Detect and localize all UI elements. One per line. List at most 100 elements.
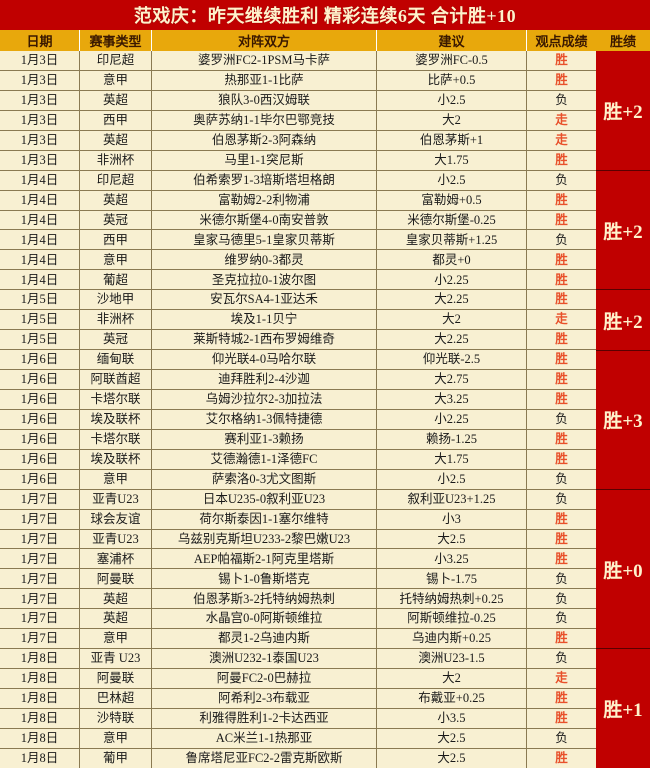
cell-league: 卡塔尔联 bbox=[80, 389, 152, 409]
cell-match: AC米兰1-1热那亚 bbox=[152, 728, 377, 748]
cell-match: 利雅得胜利1-2卡达西亚 bbox=[152, 708, 377, 728]
cell-result: 胜 bbox=[527, 389, 596, 409]
cell-advice: 婆罗洲FC-0.5 bbox=[377, 51, 527, 70]
cell-date: 1月3日 bbox=[0, 130, 80, 150]
cell-league: 英超 bbox=[80, 90, 152, 110]
cell-date: 1月7日 bbox=[0, 529, 80, 549]
cell-result: 胜 bbox=[527, 150, 596, 170]
cell-result: 负 bbox=[527, 230, 596, 250]
cell-league: 塞浦杯 bbox=[80, 549, 152, 569]
cell-match: 伯恩茅斯3-2托特纳姆热刺 bbox=[152, 589, 377, 609]
cell-date: 1月3日 bbox=[0, 70, 80, 90]
cell-advice: 仰光联-2.5 bbox=[377, 350, 527, 369]
cell-league: 亚青U23 bbox=[80, 489, 152, 509]
cell-advice: 大3.25 bbox=[377, 389, 527, 409]
cell-date: 1月6日 bbox=[0, 429, 80, 449]
table-body: 1月3日 印尼超 婆罗洲FC2-1PSM马卡萨 婆罗洲FC-0.5 胜 1月3日 意甲 热那亚… bbox=[0, 51, 596, 768]
cell-result: 胜 bbox=[527, 290, 596, 310]
cell-match: 澳洲U232-1泰国U23 bbox=[152, 649, 377, 669]
cell-league: 亚青U23 bbox=[80, 529, 152, 549]
cell-result: 走 bbox=[527, 310, 596, 330]
table-row: 1月8日 阿曼联 阿曼FC2-0巴赫拉 大2 走 bbox=[0, 669, 596, 689]
cell-result: 胜 bbox=[527, 190, 596, 210]
cell-advice: 小3 bbox=[377, 509, 527, 529]
cell-match: 米德尔斯堡4-0南安普敦 bbox=[152, 210, 377, 230]
cell-date: 1月8日 bbox=[0, 708, 80, 728]
cell-league: 非洲杯 bbox=[80, 150, 152, 170]
cell-advice: 大2.25 bbox=[377, 290, 527, 310]
table-row: 1月8日 意甲 AC米兰1-1热那亚 大2.5 负 bbox=[0, 728, 596, 749]
cell-advice: 小3.25 bbox=[377, 549, 527, 569]
cell-result: 负 bbox=[527, 609, 596, 629]
cell-result: 胜 bbox=[527, 70, 596, 90]
cell-result: 负 bbox=[527, 170, 596, 190]
table-row: 1月3日 印尼超 婆罗洲FC2-1PSM马卡萨 婆罗洲FC-0.5 胜 bbox=[0, 51, 596, 71]
table-row: 1月4日 英超 富勒姆2-2利物浦 富勒姆+0.5 胜 bbox=[0, 190, 596, 211]
cell-result: 负 bbox=[527, 489, 596, 509]
cell-advice: 小2.25 bbox=[377, 270, 527, 290]
cell-league: 英冠 bbox=[80, 330, 152, 350]
cell-league: 巴林超 bbox=[80, 689, 152, 708]
cell-result: 负 bbox=[527, 728, 596, 748]
cell-advice: 大2.25 bbox=[377, 330, 527, 350]
cell-league: 葡超 bbox=[80, 270, 152, 290]
cell-league: 西甲 bbox=[80, 110, 152, 130]
column-header-result: 观点成绩 bbox=[527, 30, 596, 51]
cell-league: 印尼超 bbox=[80, 170, 152, 190]
cell-date: 1月7日 bbox=[0, 629, 80, 649]
cell-match: 奥萨苏纳1-1毕尔巴鄂竞技 bbox=[152, 110, 377, 130]
cell-league: 球会友谊 bbox=[80, 509, 152, 529]
cell-date: 1月5日 bbox=[0, 330, 80, 350]
cell-result: 胜 bbox=[527, 350, 596, 369]
cell-match: 热那亚1-1比萨 bbox=[152, 70, 377, 90]
cell-league: 埃及联杯 bbox=[80, 409, 152, 429]
cell-date: 1月6日 bbox=[0, 409, 80, 429]
cell-date: 1月7日 bbox=[0, 509, 80, 529]
cell-date: 1月6日 bbox=[0, 449, 80, 469]
cell-date: 1月6日 bbox=[0, 370, 80, 389]
cell-league: 英冠 bbox=[80, 210, 152, 230]
table-row: 1月7日 英超 伯恩茅斯3-2托特纳姆热刺 托特纳姆热刺+0.25 负 bbox=[0, 589, 596, 610]
cell-result: 胜 bbox=[527, 748, 596, 768]
cell-match: 阿希利2-3布载亚 bbox=[152, 689, 377, 708]
table-row: 1月5日 沙地甲 安瓦尔SA4-1亚达禾 大2.25 胜 bbox=[0, 290, 596, 311]
cell-league: 卡塔尔联 bbox=[80, 429, 152, 449]
cell-advice: 皇家贝蒂斯+1.25 bbox=[377, 230, 527, 250]
cell-date: 1月4日 bbox=[0, 170, 80, 190]
cell-match: 萨索洛0-3尤文图斯 bbox=[152, 469, 377, 489]
cell-league: 西甲 bbox=[80, 230, 152, 250]
table-row: 1月7日 亚青U23 日本U235-0叙利亚U23 叙利亚U23+1.25 负 bbox=[0, 489, 596, 510]
cell-result: 胜 bbox=[527, 250, 596, 270]
cell-match: 乌兹别克斯坦U233-2黎巴嫩U23 bbox=[152, 529, 377, 549]
cell-advice: 大2.5 bbox=[377, 728, 527, 748]
table-row: 1月6日 阿联酋超 迪拜胜利2-4沙迦 大2.75 胜 bbox=[0, 370, 596, 390]
column-header-streak: 胜绩 bbox=[596, 30, 650, 51]
table-row: 1月8日 沙特联 利雅得胜利1-2卡达西亚 小3.5 胜 bbox=[0, 708, 596, 729]
cell-date: 1月8日 bbox=[0, 669, 80, 688]
cell-match: 马里1-1突尼斯 bbox=[152, 150, 377, 170]
cell-league: 沙地甲 bbox=[80, 290, 152, 310]
cell-result: 胜 bbox=[527, 689, 596, 708]
table-row: 1月4日 意甲 维罗纳0-3都灵 都灵+0 胜 bbox=[0, 250, 596, 271]
cell-advice: 小2.5 bbox=[377, 90, 527, 110]
cell-match: 莱斯特城2-1西布罗姆维奇 bbox=[152, 330, 377, 350]
cell-date: 1月6日 bbox=[0, 350, 80, 369]
table-row: 1月3日 西甲 奥萨苏纳1-1毕尔巴鄂竞技 大2 走 bbox=[0, 110, 596, 131]
table-row: 1月3日 意甲 热那亚1-1比萨 比萨+0.5 胜 bbox=[0, 70, 596, 91]
streak-block-list: 胜+2 胜+2 胜+2 胜+3 胜+0 胜+1 bbox=[596, 51, 650, 768]
cell-advice: 大2.5 bbox=[377, 748, 527, 768]
table-row: 1月3日 英超 伯恩茅斯2-3阿森纳 伯恩茅斯+1 走 bbox=[0, 130, 596, 151]
cell-league: 阿曼联 bbox=[80, 569, 152, 589]
cell-advice: 阿斯顿维拉-0.25 bbox=[377, 609, 527, 629]
cell-advice: 托特纳姆热刺+0.25 bbox=[377, 589, 527, 609]
cell-match: 艾尔格纳1-3佩特捷德 bbox=[152, 409, 377, 429]
table-row: 1月4日 西甲 皇家马德里5-1皇家贝蒂斯 皇家贝蒂斯+1.25 负 bbox=[0, 230, 596, 251]
cell-advice: 布戴亚+0.25 bbox=[377, 689, 527, 708]
table-row: 1月4日 英冠 米德尔斯堡4-0南安普敦 米德尔斯堡-0.25 胜 bbox=[0, 210, 596, 231]
table-row: 1月7日 阿曼联 锡卜1-0鲁斯塔克 锡卜-1.75 负 bbox=[0, 569, 596, 590]
cell-league: 葡甲 bbox=[80, 748, 152, 768]
table-row: 1月6日 意甲 萨索洛0-3尤文图斯 小2.5 负 bbox=[0, 469, 596, 490]
cell-result: 胜 bbox=[527, 509, 596, 529]
cell-date: 1月7日 bbox=[0, 609, 80, 629]
cell-date: 1月4日 bbox=[0, 210, 80, 230]
